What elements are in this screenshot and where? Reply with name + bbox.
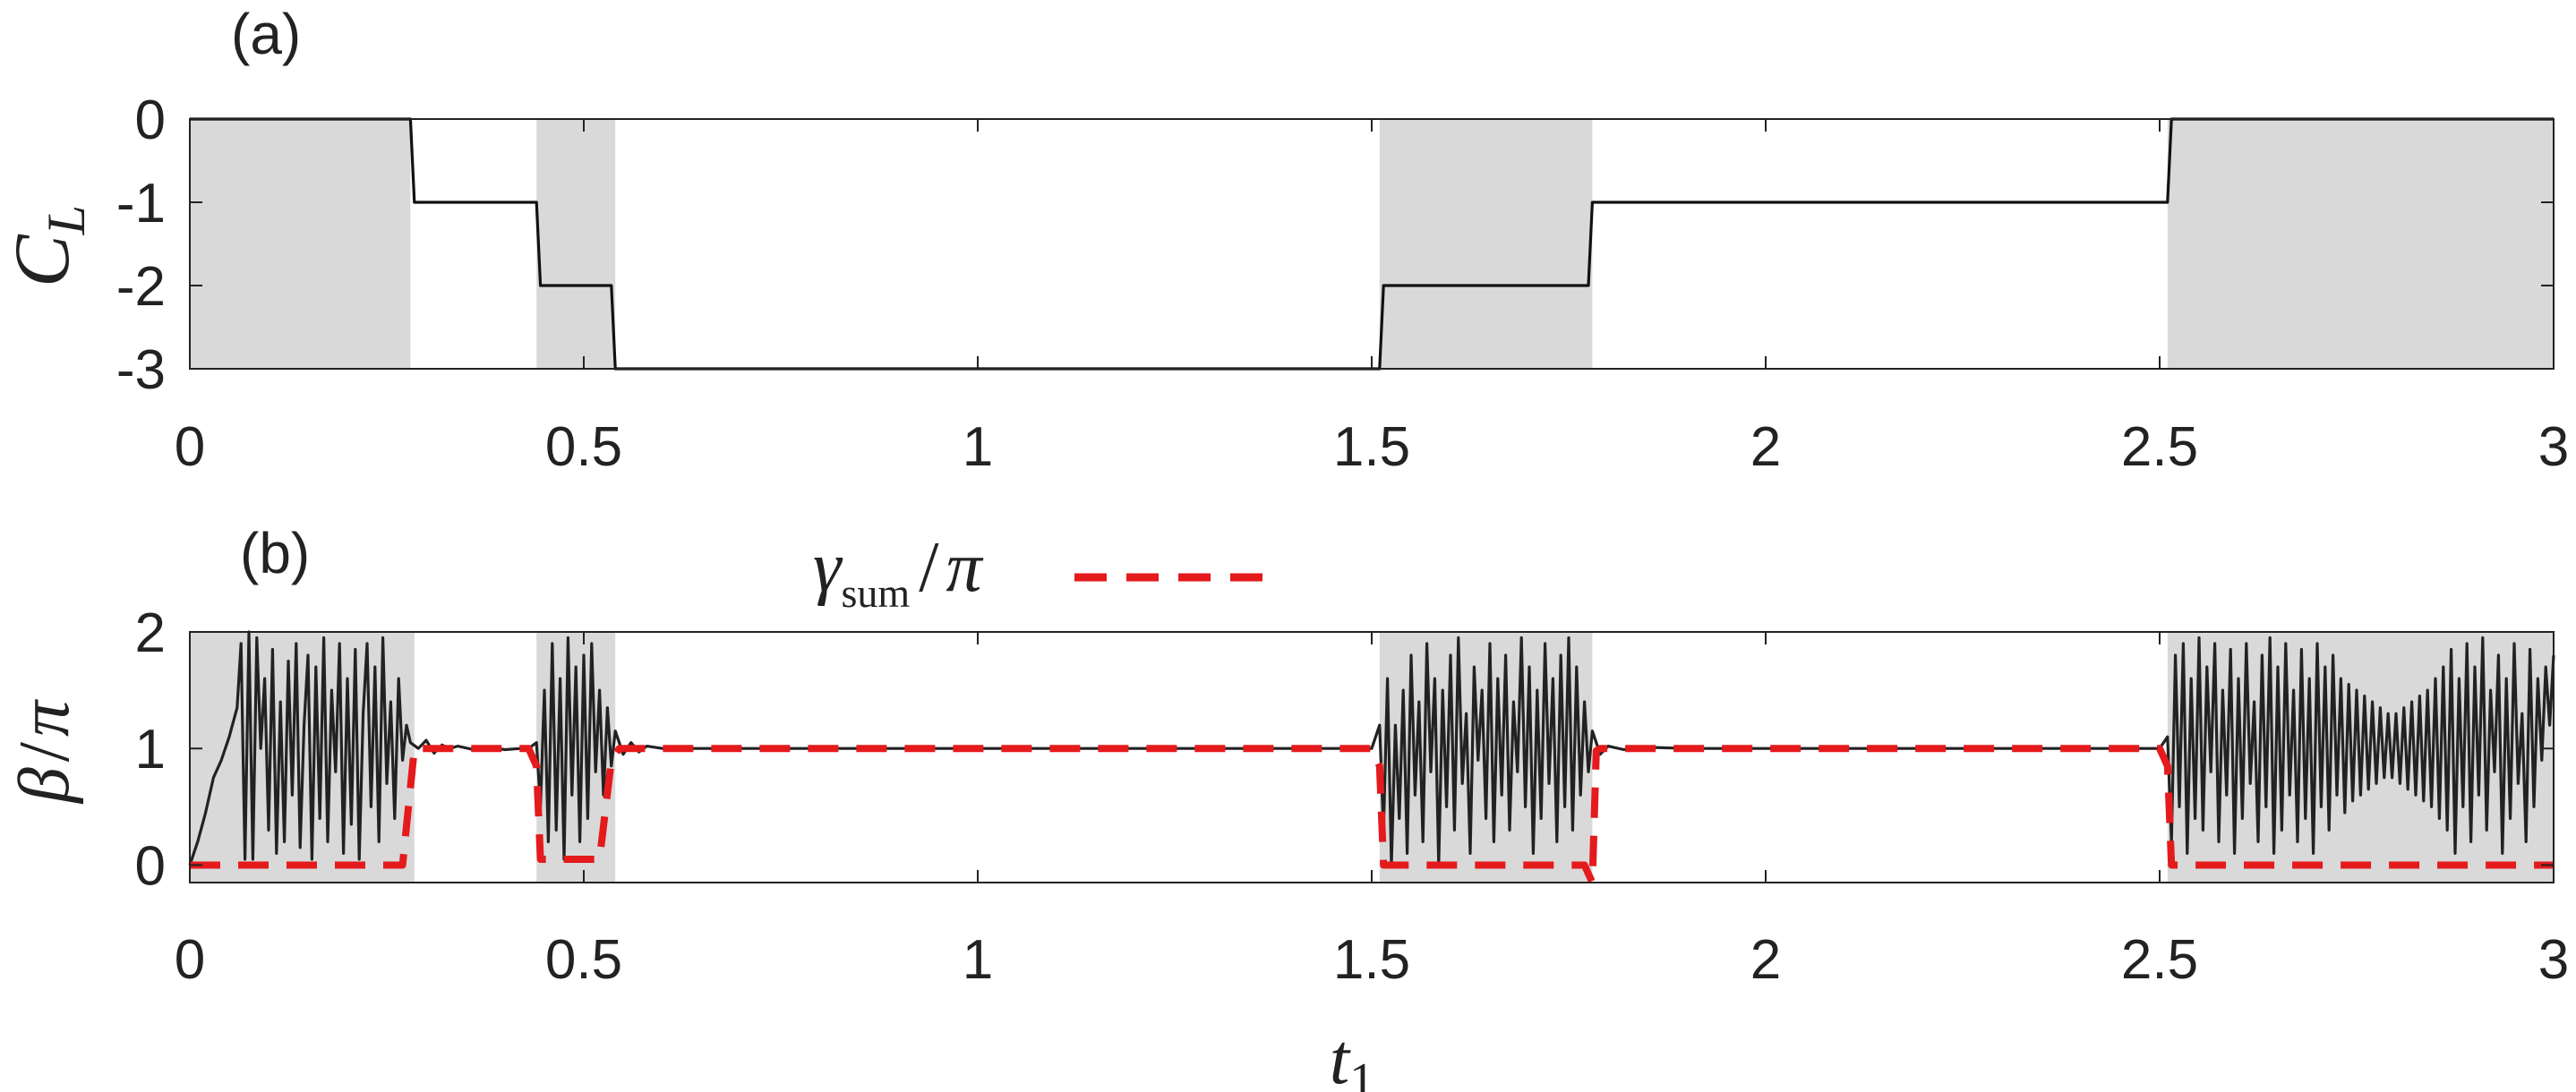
x-tick-label: 1 [963,416,993,478]
x-tick-label: 0.5 [545,929,622,991]
y-tick-label: 1 [135,719,166,781]
panel-b-xlabel: t1 [1330,1020,1374,1092]
y-tick-label: -3 [116,339,166,401]
series-beta-line [188,630,2555,867]
panel-a-ticks: 0 0.5 1 1.5 2 2.5 3 0 -1 -2 -3 [116,90,2569,478]
x-tick-label: 1.5 [1333,929,1410,991]
legend-label: γsum / π [813,528,983,616]
y-tick-label: -1 [116,173,166,235]
x-tick-label: 0 [175,416,205,478]
y-tick-label: 0 [135,90,166,151]
x-tick-label: 2 [1750,416,1781,478]
shaded-region-0 [190,119,411,369]
y-tick-label: -2 [116,256,166,318]
panel-b-series [188,630,2555,886]
x-tick-label: 0.5 [545,416,622,478]
x-tick-label: 1 [963,929,993,991]
x-tick-label: 2.5 [2121,929,2198,991]
x-tick-label: 3 [2538,929,2569,991]
panel-a-shaded-regions [190,119,2554,369]
legend: γsum / π [813,528,1282,616]
panel-a: 0 0.5 1 1.5 2 2.5 3 0 -1 -2 -3 (a) CL [0,2,2569,478]
x-tick-label: 0 [175,929,205,991]
panel-a-label: (a) [231,2,301,66]
shaded-region-3 [2167,119,2554,369]
y-tick-label: 0 [135,835,166,897]
x-tick-label: 1.5 [1333,416,1410,478]
y-tick-label: 2 [135,602,166,664]
panel-a-ylabel: CL [0,205,96,287]
x-tick-label: 2.5 [2121,416,2198,478]
panel-b-label: (b) [240,521,310,585]
x-tick-label: 3 [2538,416,2569,478]
x-tick-label: 2 [1750,929,1781,991]
panel-b-ylabel: β/π [5,699,84,805]
series-gamma-sum-line [190,745,2554,886]
panel-b: 0 0.5 1 1.5 2 2.5 3 2 1 0 (b) β/π γsum / π t1 [5,521,2569,1092]
panel-b-ticks: 0 0.5 1 1.5 2 2.5 3 2 1 0 [135,602,2570,991]
shaded-region-1 [536,119,616,369]
shaded-region-2 [1379,119,1593,369]
